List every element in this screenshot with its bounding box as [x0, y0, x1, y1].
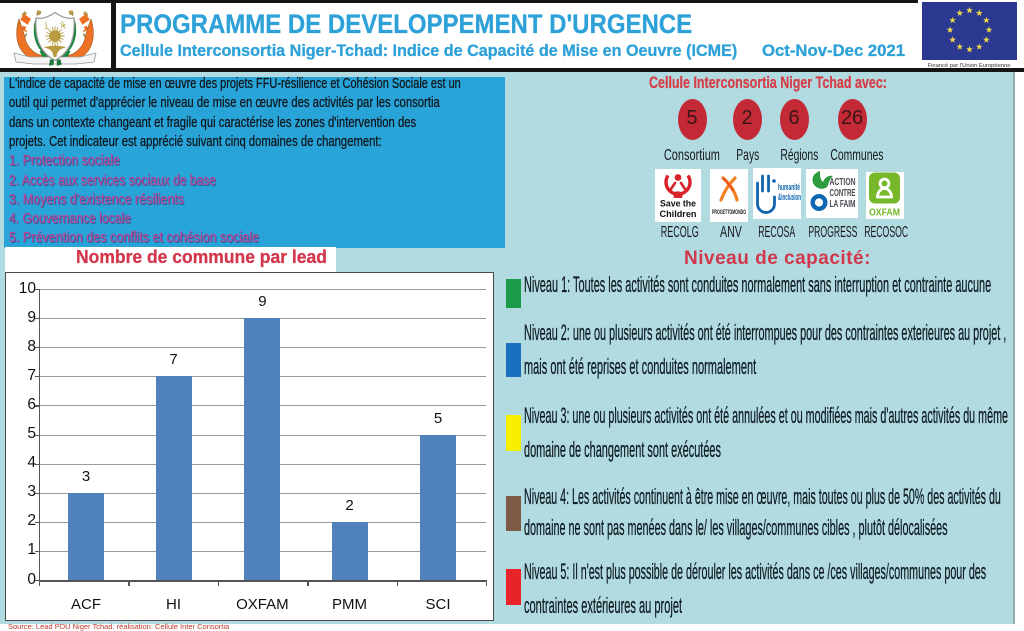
svg-text:Financé par l'Union Européenne: Financé par l'Union Européenne: [928, 63, 1011, 68]
svg-text:PROGETTOMONDO: PROGETTOMONDO: [712, 210, 746, 216]
svg-text:OXFAM: OXFAM: [869, 208, 900, 219]
svg-text:Children: Children: [660, 208, 697, 219]
svg-text:LA FAIM: LA FAIM: [830, 199, 856, 210]
svg-text:Save the: Save the: [660, 198, 696, 209]
svg-text:CONTRE: CONTRE: [830, 188, 856, 199]
svg-text:&inclusion: &inclusion: [778, 192, 801, 202]
svg-text:humanité: humanité: [778, 182, 800, 192]
svg-text:ACTION: ACTION: [830, 177, 856, 188]
